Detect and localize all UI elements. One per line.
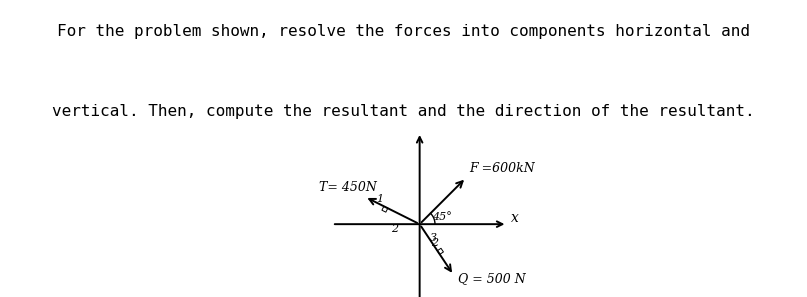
Text: 45°: 45° [432,212,452,222]
Text: 1: 1 [376,194,383,204]
Text: 2: 2 [431,238,438,248]
Text: 3: 3 [429,233,437,244]
Text: vertical. Then, compute the resultant and the direction of the resultant.: vertical. Then, compute the resultant an… [52,104,755,119]
Text: x: x [511,211,519,225]
Text: F =600kN: F =600kN [470,162,535,176]
Text: 2: 2 [391,224,399,234]
Text: For the problem shown, resolve the forces into components horizontal and: For the problem shown, resolve the force… [57,24,750,39]
Text: Q = 500 N: Q = 500 N [458,272,526,285]
Text: T= 450N: T= 450N [319,181,377,195]
